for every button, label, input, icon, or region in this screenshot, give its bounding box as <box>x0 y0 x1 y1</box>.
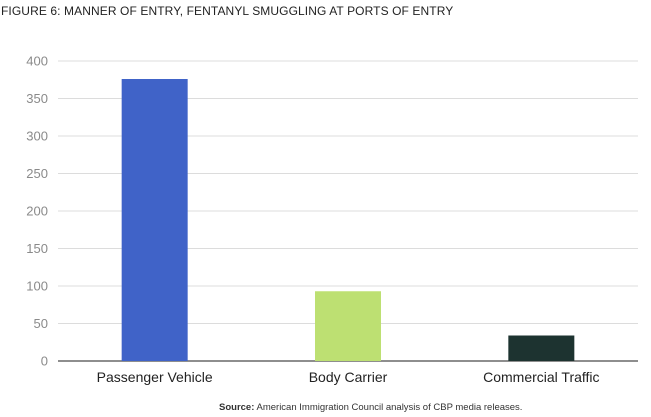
y-axis-ticks: 0 50 100 150 200 250 300 350 400 <box>26 54 48 369</box>
bar-commercial-traffic <box>508 335 575 361</box>
source-note: Source: American Immigration Council ana… <box>219 402 522 413</box>
bar-body-carrier <box>315 291 381 361</box>
y-tick-label-350: 350 <box>26 91 48 106</box>
figure-title: FIGURE 6: MANNER OF ENTRY, FENTANYL SMUG… <box>1 4 454 18</box>
x-tick-label-passenger-vehicle: Passenger Vehicle <box>97 369 213 385</box>
y-tick-label-100: 100 <box>26 279 48 294</box>
x-axis-labels: Passenger Vehicle Body Carrier Commercial … <box>97 369 600 385</box>
y-tick-label-0: 0 <box>41 354 48 369</box>
x-tick-label-commercial-traffic: Commercial Traffic <box>483 369 599 385</box>
y-tick-label-400: 400 <box>26 54 48 69</box>
source-text: American Immigration Council analysis of… <box>256 402 523 413</box>
y-tick-label-250: 250 <box>26 166 48 181</box>
y-tick-label-150: 150 <box>26 241 48 256</box>
x-tick-label-body-carrier: Body Carrier <box>309 369 388 385</box>
bar-passenger-vehicle <box>121 79 188 361</box>
y-tick-label-300: 300 <box>26 129 48 144</box>
y-tick-label-50: 50 <box>34 316 48 331</box>
source-label: Source: <box>219 402 255 413</box>
bars <box>121 79 575 361</box>
y-tick-label-200: 200 <box>26 204 48 219</box>
